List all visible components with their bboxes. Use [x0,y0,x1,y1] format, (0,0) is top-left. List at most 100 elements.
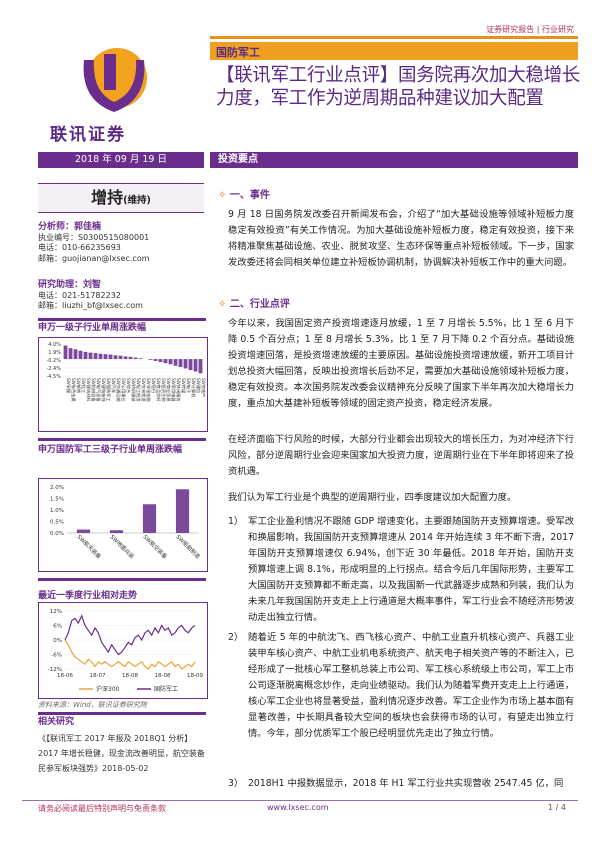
x-tick-label: SW医药生物 [160,378,167,402]
bar [138,358,143,360]
header-rule [210,36,578,39]
report-date: 2018 年 09 月 19 日 [38,152,204,168]
list-item-text: 军工企业盈利情况不跟随 GDP 增速变化，主要跟随国防开支预算增速。受军改和换届… [248,516,574,623]
bar [103,354,108,360]
analyst-name: 郭佳楠 [74,222,102,232]
key-points-label: 投资要点 [218,154,258,165]
list-item-2: 2） 随着近 5 年的中航沈飞、西飞核心资产、中航工业直升机核心资产、兵器工业装… [228,630,574,790]
x-tick-label: SW公用事业 [120,378,127,402]
bar [173,359,178,366]
bar [78,350,83,360]
assistant-email[interactable]: 邮箱：liuzhi_bf@lxsec.com [38,301,143,310]
related-title: 相关研究 [38,717,75,727]
list-item-number: 2） [228,632,244,643]
chart3-rule [38,578,206,581]
chart1-svg: 4.0% 1.9% -0.2% -2.4% -4.5% SW采掘 SW有色金属 SW钢铁 SW化… [46,342,207,402]
assistant-label: 研究助理： [38,280,84,290]
x-tick-label: 18-07 [90,673,106,679]
bar [153,359,158,361]
sector-label: 国防军工 [216,46,260,59]
bar [113,355,118,360]
list-item-3: 3） 2018H1 中报数据显示，2018 年 H1 军工行业共实现营收 254… [228,776,574,792]
bar [188,359,193,370]
x-tick-label: SW银行 [150,378,157,393]
bar [198,359,203,374]
bar [178,359,183,367]
assistant-name: 刘智 [83,280,102,290]
x-tick-label: SW房地产 [200,378,207,397]
section1-paragraph: 9 月 18 日国务院发改委召开新闻发布会，介绍了“加大基础设施等领域补短板力度… [228,209,574,268]
bar [83,351,88,360]
x-tick-label: 18-08 [122,673,138,679]
assistant-phone: 电话：021-51782232 [38,290,121,300]
analyst-email[interactable]: 邮箱：guojianan@lxsec.com [38,253,150,263]
y-tick-label: 0.0% [50,531,64,537]
bar [73,349,78,360]
list-item-text: 随着近 5 年的中航沈飞、西飞核心资产、中航工业直升机核心资产、兵器工业装甲车核… [248,632,574,739]
assistant-block: 研究助理：刘智 电话：021-51782232 邮箱：liuzhi_bf@lxs… [38,280,208,312]
y-tick-label: -0.2% [46,358,61,364]
sector-bar [210,42,578,60]
y-tick-label: 1.9% [48,350,61,356]
list-item-1: 1） 军工企业盈利情况不跟随 GDP 增速变化，主要跟随国防开支预算增速。受军改… [228,514,574,626]
section2-paragraph-2: 在经济面临下行风险的时候，大部分行业都会出现较大的增长压力，为对冲经济下行风险，… [228,434,574,477]
chart3-title: 最近一季度行业相对走势 [38,591,138,601]
bar [168,359,173,365]
x-tick-label: 18-06 [57,673,73,679]
list-item-number: 1） [228,516,244,527]
y-tick-label: -12% [48,667,62,673]
y-tick-label: 4.0% [48,342,61,348]
source-note: 资料来源：Wind，联讯证券研究院 [38,701,147,709]
x-tick-label: SW汽车 [110,378,117,393]
section2-title: 二、行业点评 [229,299,290,310]
legend-label: 沪深300 [96,685,120,693]
bar [108,354,113,360]
bar [175,489,190,533]
rating-sub: (维持) [123,195,151,206]
series-line [64,614,196,656]
chart3-svg: 12% 6% 0% -6% -12%18-06 18-07 18-08 18-08 18-09 沪… [48,609,204,693]
x-tick-label: SW综合 [125,378,132,394]
analyst-label: 分析师： [38,222,75,232]
footer-disclaimer[interactable]: 请务必阅读最后特别声明与免责条款 [38,804,166,813]
x-tick-label: SW电子 [186,378,192,393]
y-tick-label: 0.5% [50,520,64,526]
bar [68,348,73,360]
bar [142,504,157,533]
section2-paragraph-3: 我们认为军工行业是个典型的逆周期行业，四季度建议加大配置力度。 [228,492,517,503]
x-tick-label: SW机械设备 [90,378,97,402]
section2-heading: ✧ 二、行业点评 [218,295,290,310]
x-tick-label: SW航空装备 [141,533,169,561]
x-tick-label: SW传媒 [180,378,187,394]
diamond-icon: ✧ [218,299,227,310]
x-tick-label: 18-09 [187,673,203,679]
y-tick-label: 6% [53,624,62,630]
x-tick-label: SW农林牧渔 [140,378,147,402]
x-tick-label: SW非银金融 [145,378,152,402]
bar [88,352,93,360]
x-tick-label: SW通信 [195,378,202,393]
y-tick-label: 1.0% [50,508,64,514]
x-tick-label: SW建筑材料 [85,378,92,402]
y-tick-label: -2.4% [46,366,61,372]
y-tick-label: 0% [53,638,62,644]
x-tick-label: SW国防军工 [105,378,112,402]
analyst-block: 分析师：郭佳楠 执业编号：S0300515080001 电话：010-66235… [38,222,208,264]
bar [193,359,198,372]
x-tick-label: SW轻工制造 [135,378,142,402]
bar [183,359,188,369]
bar [123,356,128,360]
related-item[interactable]: 《【联讯军工 2017 年报及 2018Q1 分析】2017 年增长稳健，现金流… [38,734,205,773]
logo-text: 联讯证券 [50,125,126,145]
chart1-rule [38,318,206,321]
footer-url[interactable]: www.lxsec.com [267,803,329,812]
bar [148,359,153,360]
x-tick-label: SW钢铁 [75,378,82,394]
analyst-cert: 执业编号：S0300515080001 [38,232,150,242]
chart3-box: 12% 6% 0% -6% -12% 18-06 18-07 18-08 18-08 18-09 沪… [38,602,208,699]
chart2-box: 2.0% 1.5% 1.0% 0.5% 0.0% SW航天装备 SW地面兵装 SW航空装备 SW… [38,478,208,572]
chart1-box: 4.0% 1.9% -0.2% -2.4% -4.5% SW采掘 SW有色金属 SW钢铁 SW化… [38,337,208,432]
list-item-text: 2018H1 中报数据显示，2018 年 H1 军工行业共实现营收 2547.4… [248,778,564,789]
x-tick-label: SW采掘 [65,378,72,393]
x-tick-label: SW家用电器 [170,378,177,402]
